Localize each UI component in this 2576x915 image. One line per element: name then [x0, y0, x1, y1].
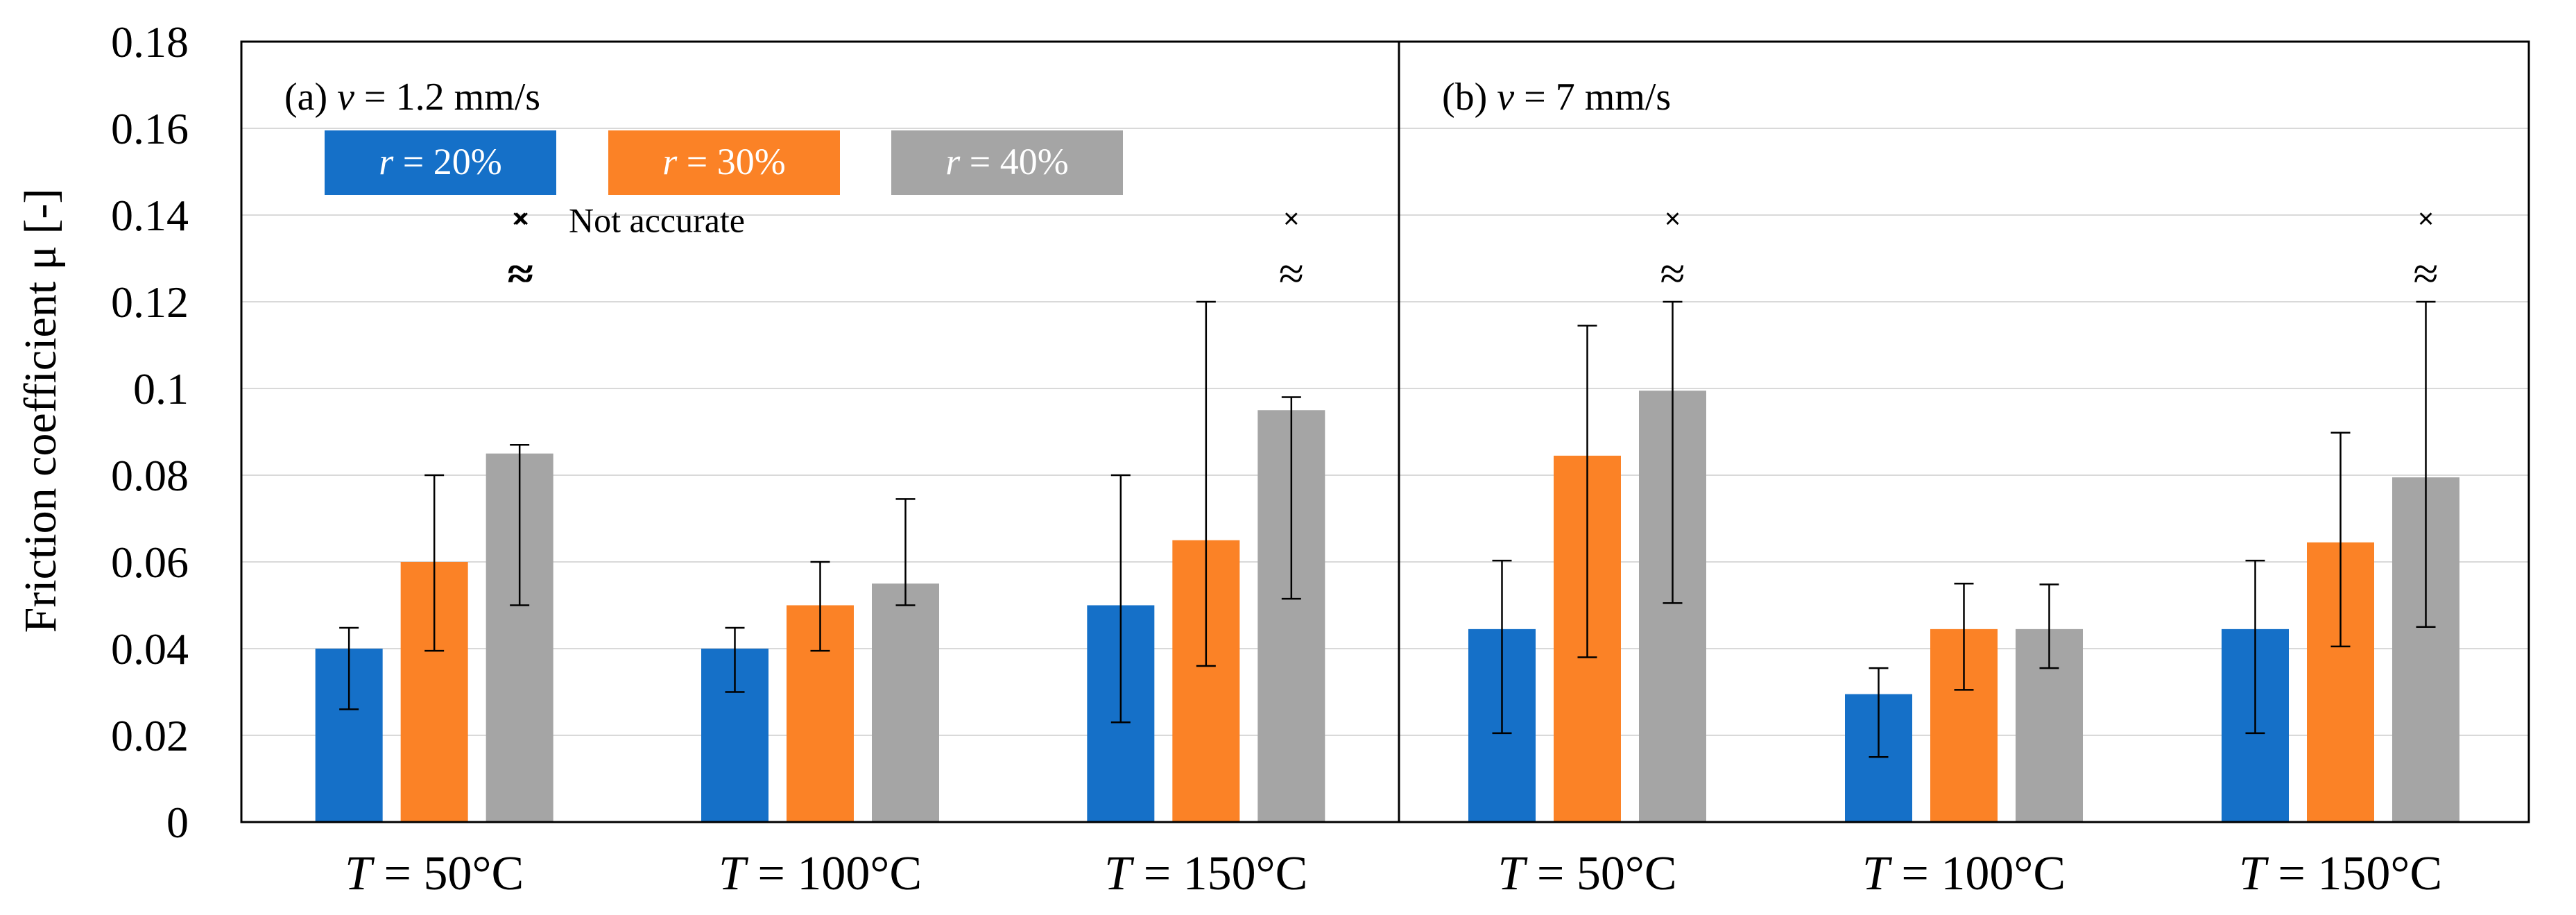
axis-break-symbol: ≈: [2413, 248, 2438, 299]
plot-frame: [240, 40, 2530, 823]
y-tick-label: 0.14: [111, 191, 189, 240]
error-bars: [339, 300, 2436, 758]
axis-break-symbol: ≈: [507, 248, 532, 299]
y-tick-label: 0: [166, 798, 189, 847]
legend-label: r = 30%: [662, 141, 785, 182]
annotations: ×≈×≈(a) v = 1.2 mm/s×≈×≈(b) v = 7 mm/s× N…: [284, 76, 2439, 299]
legend-swatch: [325, 130, 556, 195]
not-accurate-legend-label: Not accurate: [569, 200, 745, 239]
plot-border: [240, 40, 2530, 823]
not-accurate-marker: ×: [1283, 203, 1299, 234]
bars: [315, 391, 2459, 822]
x-category-label: T = 150°C: [2239, 847, 2442, 900]
y-axis-label: Friction coefficient μ [-]: [15, 189, 66, 633]
y-tick-label: 0.02: [111, 711, 189, 760]
axis-break-symbol: ≈: [1279, 248, 1304, 299]
x-category-label: T = 50°C: [345, 847, 524, 900]
legend-label: r = 20%: [379, 141, 501, 182]
not-accurate-legend-break: ≈: [509, 248, 534, 299]
y-tick-label: 0.08: [111, 451, 189, 500]
x-category-labels: T = 50°C T = 100°C T = 150°C T = 50°C T = 10…: [345, 847, 2442, 900]
legend-swatch: [608, 130, 840, 195]
axis-break-symbol: ≈: [1660, 248, 1685, 299]
bar: [872, 583, 939, 822]
y-tick-labels: 0 0.02 0.04 0.06 0.08 0.1 0.12 0.14 0.16 0.18: [111, 17, 189, 847]
y-tick-label: 0.04: [111, 624, 189, 674]
x-category-label: T = 100°C: [719, 847, 922, 900]
legend-swatch: [891, 130, 1123, 195]
legend: r = 20% r = 30% r = 40%: [325, 130, 1123, 195]
legend-label: r = 40%: [945, 141, 1068, 182]
not-accurate-marker: ×: [1665, 203, 1681, 234]
y-tick-label: 0.12: [111, 277, 189, 327]
not-accurate-legend-marker: ×: [513, 203, 529, 234]
not-accurate-marker: ×: [2418, 203, 2434, 234]
panel-title: (b) v = 7 mm/s: [1442, 76, 1671, 119]
x-category-label: T = 150°C: [1104, 847, 1307, 900]
x-category-label: T = 100°C: [1862, 847, 2066, 900]
y-tick-label: 0.06: [111, 538, 189, 587]
y-tick-label: 0.1: [133, 364, 189, 413]
panel-title: (a) v = 1.2 mm/s: [284, 76, 540, 119]
y-tick-label: 0.16: [111, 104, 189, 153]
y-tick-label: 0.18: [111, 17, 189, 67]
x-category-label: T = 50°C: [1497, 847, 1676, 900]
not-accurate-marker: ×: [511, 203, 527, 234]
